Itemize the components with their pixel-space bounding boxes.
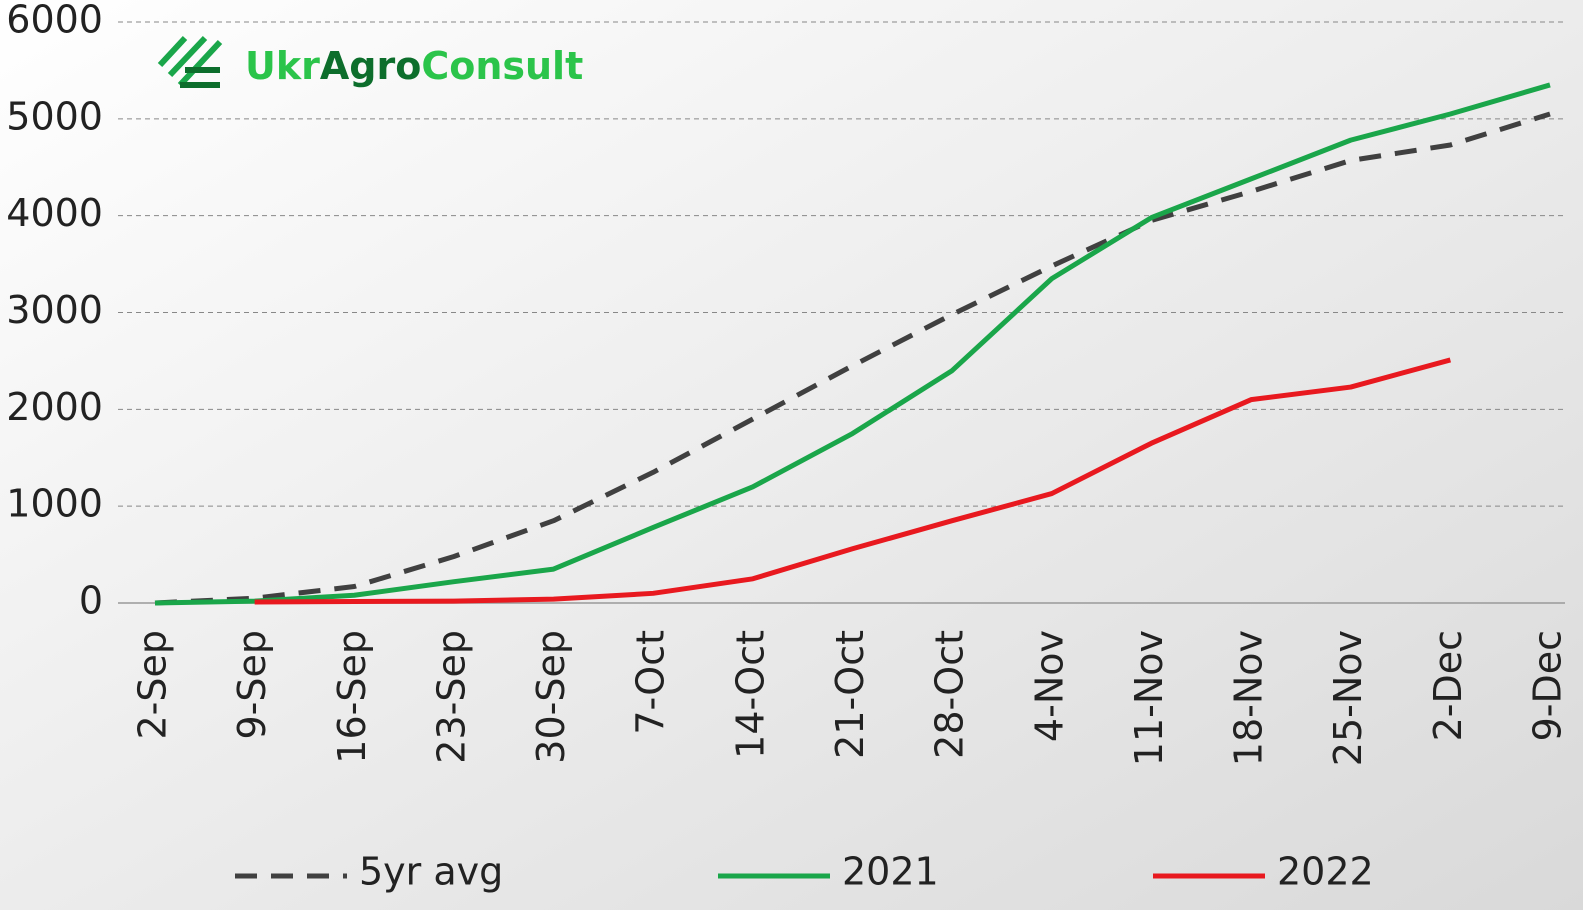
x-tick-label: 4-Nov bbox=[1027, 630, 1071, 742]
legend-label: 2021 bbox=[842, 850, 939, 894]
logo-part: Ukr bbox=[245, 44, 320, 88]
logo: UkrAgroConsult bbox=[245, 44, 583, 88]
series-line bbox=[154, 111, 1551, 606]
x-tick-label: 28-Oct bbox=[928, 630, 972, 759]
series-line bbox=[154, 82, 1551, 606]
x-tick-label: 7-Oct bbox=[629, 630, 673, 735]
y-tick-label: 3000 bbox=[6, 288, 103, 332]
x-tick-label: 2-Dec bbox=[1426, 630, 1470, 741]
logo-part: Agro bbox=[320, 44, 421, 88]
logo-part: Consult bbox=[421, 44, 583, 88]
x-tick-label: 21-Oct bbox=[828, 630, 872, 759]
x-tick-label: 18-Nov bbox=[1227, 630, 1271, 766]
x-tick-label: 2-Sep bbox=[131, 630, 175, 740]
x-tick-label: 25-Nov bbox=[1326, 630, 1370, 766]
y-tick-label: 0 bbox=[79, 579, 103, 623]
y-tick-label: 5000 bbox=[6, 94, 103, 138]
y-tick-label: 1000 bbox=[6, 482, 103, 526]
y-tick-label: 4000 bbox=[6, 191, 103, 235]
x-tick-label: 9-Dec bbox=[1526, 630, 1570, 741]
x-tick-label: 16-Sep bbox=[330, 630, 374, 764]
x-tick-label: 9-Sep bbox=[230, 630, 274, 740]
series-line bbox=[254, 357, 1452, 605]
x-tick-label: 11-Nov bbox=[1127, 630, 1171, 766]
x-tick-label: 30-Sep bbox=[529, 630, 573, 764]
x-tick-label: 23-Sep bbox=[429, 630, 473, 764]
y-tick-label: 6000 bbox=[6, 0, 103, 42]
x-tick-label: 14-Oct bbox=[728, 630, 772, 759]
logo-icon bbox=[157, 35, 223, 88]
y-tick-label: 2000 bbox=[6, 385, 103, 429]
legend-label: 2022 bbox=[1277, 850, 1374, 894]
legend-label: 5yr avg bbox=[359, 850, 503, 894]
